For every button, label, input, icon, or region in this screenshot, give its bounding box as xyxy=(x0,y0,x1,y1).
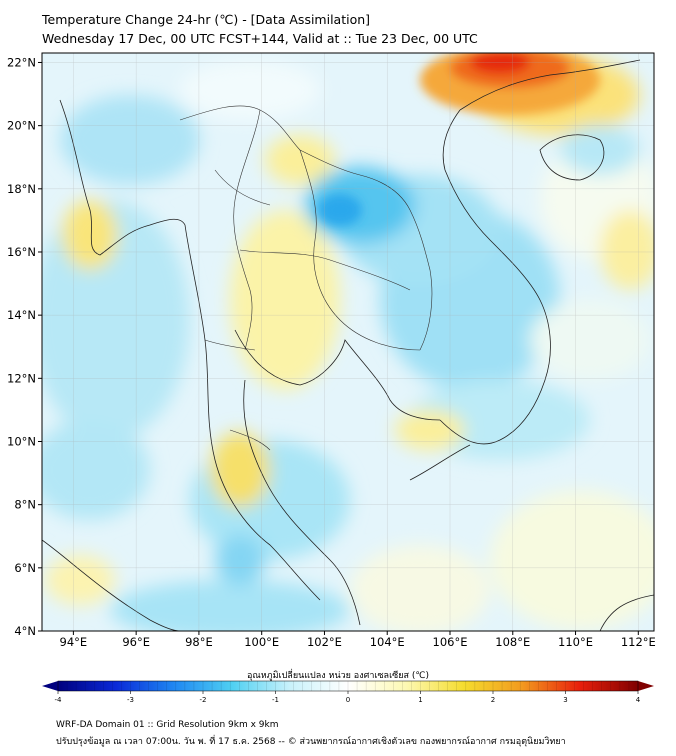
lon-label: 108°E xyxy=(495,635,530,649)
colorbar: -4 -3 -2 -1 0 1 2 3 4 xyxy=(42,680,654,704)
footer-model-info: WRF-DA Domain 01 :: Grid Resolution 9km … xyxy=(56,720,279,730)
lat-label: 14°N xyxy=(7,308,36,322)
map-axes: 22°N 20°N 18°N 16°N 14°N 12°N 10°N 8°N 6°N 4°N 94°… xyxy=(7,55,656,649)
colorbar-tick-label: -2 xyxy=(200,696,207,704)
colorbar-tick-label: 3 xyxy=(563,696,567,704)
lat-label: 18°N xyxy=(7,182,36,196)
colorbar-max-extend xyxy=(638,681,654,691)
lon-label: 102°E xyxy=(307,635,342,649)
colorbar-tick-label: 4 xyxy=(636,696,641,704)
lon-label: 112°E xyxy=(621,635,656,649)
lon-label: 110°E xyxy=(558,635,593,649)
lat-label: 12°N xyxy=(7,371,36,385)
colorbar-tick-label: -4 xyxy=(55,696,63,704)
lon-label: 106°E xyxy=(433,635,468,649)
lat-label: 8°N xyxy=(14,498,36,512)
temperature-field xyxy=(42,53,654,631)
lat-label: 20°N xyxy=(7,119,36,133)
map-subtitle: Wednesday 17 Dec, 00 UTC FCST+144, Valid… xyxy=(42,31,478,46)
lon-label: 94°E xyxy=(60,635,88,649)
map-title: Temperature Change 24-hr (℃) - [Data Ass… xyxy=(42,12,371,27)
colorbar-min-extend xyxy=(42,681,58,691)
lon-label: 96°E xyxy=(122,635,150,649)
lon-label: 98°E xyxy=(185,635,213,649)
colorbar-title: อุณหภูมิเปลี่ยนแปลง หน่วย องศาเซลเซียส (… xyxy=(246,671,430,681)
footer-credit: ปรับปรุงข้อมูล ณ เวลา 07:00น. วัน พ. ที่… xyxy=(56,737,566,747)
colorbar-gradient xyxy=(58,681,638,691)
colorbar-tick-label: 1 xyxy=(418,696,422,704)
colorbar-tick-label: 0 xyxy=(346,696,350,704)
coastlines xyxy=(42,59,654,631)
lat-label: 10°N xyxy=(7,434,36,448)
lon-label: 104°E xyxy=(370,635,405,649)
graticule xyxy=(42,53,654,632)
colorbar-tick-label: -1 xyxy=(272,696,279,704)
map-frame xyxy=(41,52,655,632)
colorbar-tick-label: 2 xyxy=(491,696,495,704)
lat-label: 4°N xyxy=(14,624,36,638)
lon-label: 100°E xyxy=(244,635,279,649)
colorbar-tick-label: -3 xyxy=(127,696,134,704)
lat-label: 22°N xyxy=(7,55,36,69)
lat-label: 6°N xyxy=(14,561,36,575)
lat-label: 16°N xyxy=(7,245,36,259)
